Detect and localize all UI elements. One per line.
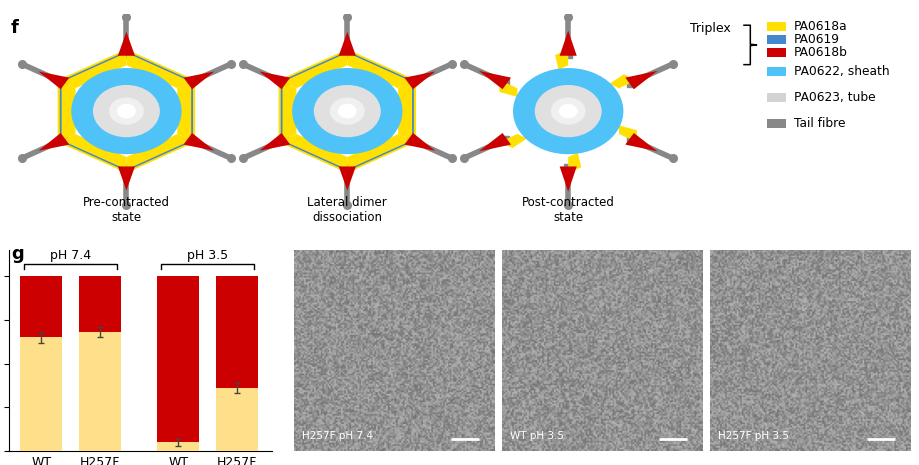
Polygon shape [404,133,435,151]
Text: Tail fibre: Tail fibre [793,117,845,130]
Text: PA0618b: PA0618b [793,46,846,59]
Polygon shape [126,51,193,82]
Text: g: g [11,245,24,263]
Circle shape [93,85,160,137]
Bar [157,442,199,451]
Circle shape [292,68,402,154]
Polygon shape [39,72,69,89]
Polygon shape [177,80,195,142]
Polygon shape [404,72,435,89]
Bar [20,337,62,451]
FancyBboxPatch shape [766,93,786,102]
FancyBboxPatch shape [766,48,786,57]
Polygon shape [60,51,126,82]
Polygon shape [58,49,126,88]
FancyBboxPatch shape [766,22,786,31]
Polygon shape [346,49,415,88]
Polygon shape [499,80,516,97]
Polygon shape [280,51,346,82]
Polygon shape [191,81,193,141]
Polygon shape [280,140,346,171]
Text: WT pH 3.5: WT pH 3.5 [509,431,563,441]
Polygon shape [554,49,568,70]
Polygon shape [479,133,511,152]
Polygon shape [126,140,193,171]
Polygon shape [118,32,135,56]
Polygon shape [278,80,296,142]
Circle shape [313,85,380,137]
Circle shape [534,85,601,137]
Polygon shape [625,71,657,89]
Text: H257F pH 3.5: H257F pH 3.5 [717,431,788,441]
Polygon shape [39,133,69,151]
Circle shape [108,98,143,125]
Text: pH 3.5: pH 3.5 [187,249,228,262]
Text: pH 7.4: pH 7.4 [50,249,91,262]
Text: Post-contracted
state: Post-contracted state [521,196,614,224]
Polygon shape [280,81,282,141]
Polygon shape [259,72,289,89]
Circle shape [330,98,364,125]
Polygon shape [625,133,657,152]
Polygon shape [338,32,356,56]
Polygon shape [278,134,346,173]
Polygon shape [58,80,75,142]
Polygon shape [183,72,214,89]
FancyBboxPatch shape [766,35,786,44]
Polygon shape [346,51,414,82]
Polygon shape [338,166,356,190]
Polygon shape [126,49,195,88]
Polygon shape [278,49,346,88]
Text: Lateral dimer
dissociation: Lateral dimer dissociation [307,196,387,224]
Bar [216,276,257,388]
Polygon shape [126,134,195,173]
Polygon shape [346,134,415,173]
Polygon shape [183,133,214,151]
Circle shape [337,104,357,119]
Polygon shape [118,166,135,190]
Polygon shape [479,71,511,89]
Polygon shape [618,126,636,142]
Polygon shape [346,140,414,171]
Text: PA0618a: PA0618a [793,20,846,33]
Bar [157,276,199,442]
FancyBboxPatch shape [766,119,786,128]
Bar [20,276,62,337]
Circle shape [513,68,623,154]
Text: PA0623, tube: PA0623, tube [793,91,874,104]
Bar [216,388,257,451]
Polygon shape [568,153,581,173]
Circle shape [550,98,585,125]
Circle shape [558,104,577,119]
Polygon shape [559,31,576,56]
Polygon shape [58,134,126,173]
Circle shape [117,104,136,119]
Bar [78,332,120,451]
Text: H257F pH 7.4: H257F pH 7.4 [301,431,372,441]
Polygon shape [412,81,414,141]
Circle shape [71,68,181,154]
Polygon shape [60,81,62,141]
Polygon shape [559,166,576,192]
FancyBboxPatch shape [766,67,786,76]
Bar [78,276,120,332]
Polygon shape [499,134,527,148]
Polygon shape [398,80,415,142]
Polygon shape [60,140,126,171]
Text: f: f [11,19,19,37]
Text: Triplex: Triplex [689,22,730,35]
Text: PA0622, sheath: PA0622, sheath [793,65,889,78]
Polygon shape [608,74,636,88]
Text: PA0619: PA0619 [793,33,839,46]
Text: Pre-contracted
state: Pre-contracted state [83,196,170,224]
Polygon shape [259,133,289,151]
